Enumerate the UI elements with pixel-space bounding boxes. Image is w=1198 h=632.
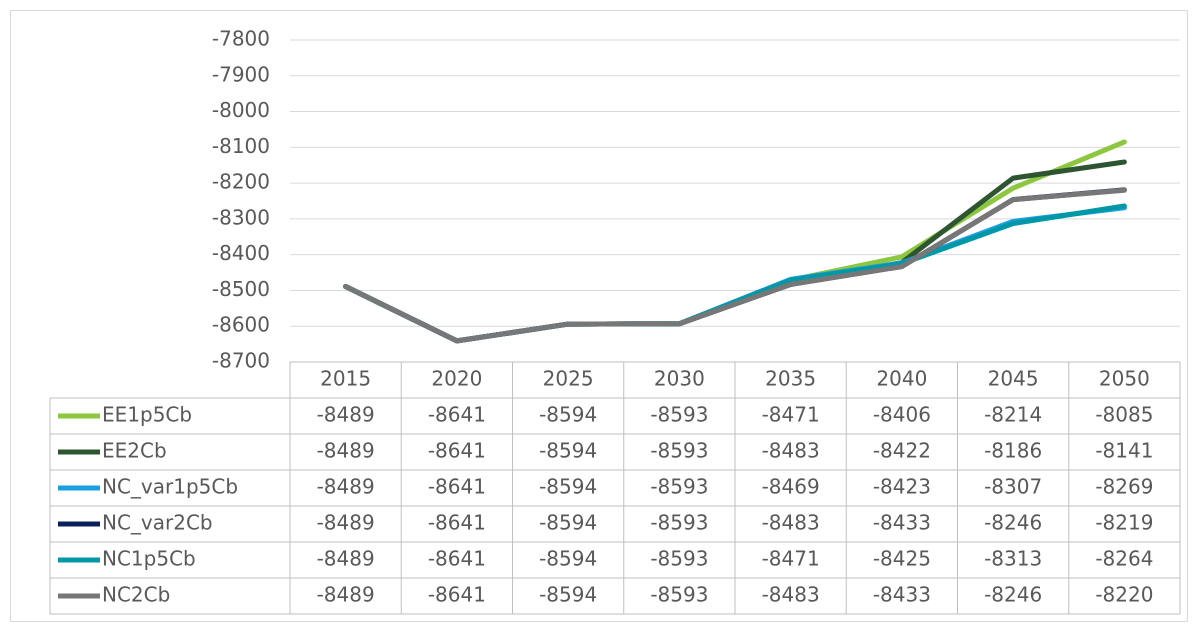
- chart-border: [10, 10, 1188, 622]
- table-value: -8246: [984, 583, 1042, 607]
- table-value: -8594: [539, 583, 597, 607]
- table-value: -8264: [1095, 547, 1153, 571]
- x-tick-label: 2035: [765, 367, 816, 391]
- y-tick-label: -8400: [212, 241, 270, 265]
- y-tick-label: -8300: [212, 205, 270, 229]
- table-value: -8469: [762, 475, 820, 499]
- legend-label: NC_var2Cb: [102, 511, 213, 535]
- table-value: -8483: [762, 439, 820, 463]
- table-value: -8313: [984, 547, 1042, 571]
- table-value: -8489: [317, 475, 375, 499]
- table-value: -8307: [984, 475, 1042, 499]
- y-tick-label: -8700: [212, 349, 270, 373]
- y-tick-label: -8000: [212, 98, 270, 122]
- x-tick-label: 2050: [1099, 367, 1150, 391]
- y-tick-label: -8100: [212, 134, 270, 158]
- table-value: -8269: [1095, 475, 1153, 499]
- legend-label: NC2Cb: [102, 583, 170, 607]
- table-value: -8593: [650, 403, 708, 427]
- table-value: -8186: [984, 439, 1042, 463]
- y-tick-label: -8200: [212, 170, 270, 194]
- y-tick-label: -7800: [212, 27, 270, 51]
- table-value: -8593: [650, 439, 708, 463]
- y-tick-label: -8600: [212, 313, 270, 337]
- x-tick-label: 2040: [876, 367, 927, 391]
- table-value: -8641: [428, 547, 486, 571]
- table-value: -8483: [762, 511, 820, 535]
- table-value: -8641: [428, 475, 486, 499]
- y-tick-label: -8500: [212, 277, 270, 301]
- table-value: -8246: [984, 511, 1042, 535]
- table-value: -8425: [873, 547, 931, 571]
- table-value: -8594: [539, 475, 597, 499]
- table-value: -8593: [650, 547, 708, 571]
- table-value: -8422: [873, 439, 931, 463]
- legend-label: NC_var1p5Cb: [102, 475, 238, 499]
- table-value: -8219: [1095, 511, 1153, 535]
- table-value: -8593: [650, 475, 708, 499]
- table-value: -8433: [873, 583, 931, 607]
- table-value: -8594: [539, 439, 597, 463]
- x-tick-label: 2020: [431, 367, 482, 391]
- table-value: -8593: [650, 583, 708, 607]
- table-value: -8641: [428, 403, 486, 427]
- table-value: -8214: [984, 403, 1042, 427]
- table-value: -8406: [873, 403, 931, 427]
- table-value: -8423: [873, 475, 931, 499]
- table-value: -8594: [539, 547, 597, 571]
- x-tick-label: 2030: [654, 367, 705, 391]
- y-tick-label: -7900: [212, 62, 270, 86]
- series-line: [343, 187, 1127, 344]
- x-tick-label: 2045: [988, 367, 1039, 391]
- table-value: -8141: [1095, 439, 1153, 463]
- legend-label: EE2Cb: [102, 439, 167, 463]
- x-tick-label: 2015: [320, 367, 371, 391]
- table-value: -8489: [317, 583, 375, 607]
- table-value: -8471: [762, 547, 820, 571]
- table-value: -8594: [539, 511, 597, 535]
- table-value: -8433: [873, 511, 931, 535]
- legend-label: EE1p5Cb: [102, 403, 192, 427]
- table-value: -8489: [317, 511, 375, 535]
- table-value: -8641: [428, 439, 486, 463]
- table-value: -8471: [762, 403, 820, 427]
- legend-label: NC1p5Cb: [102, 547, 196, 571]
- table-value: -8641: [428, 583, 486, 607]
- table-value: -8220: [1095, 583, 1153, 607]
- table-value: -8641: [428, 511, 486, 535]
- table-value: -8483: [762, 583, 820, 607]
- table-value: -8489: [317, 403, 375, 427]
- table-value: -8489: [317, 547, 375, 571]
- table-value: -8489: [317, 439, 375, 463]
- x-tick-label: 2025: [543, 367, 594, 391]
- table-value: -8593: [650, 511, 708, 535]
- table-value: -8594: [539, 403, 597, 427]
- table-value: -8085: [1095, 403, 1153, 427]
